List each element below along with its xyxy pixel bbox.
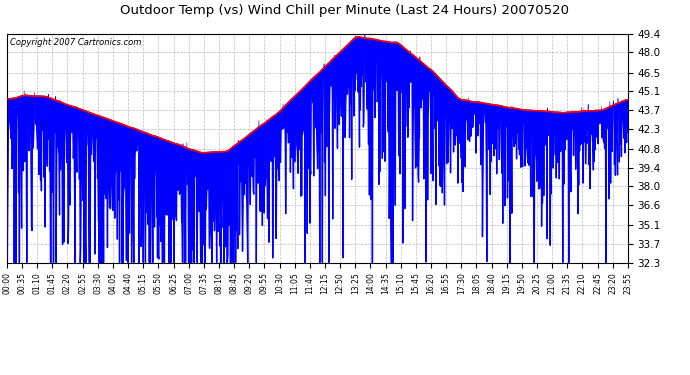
Text: Copyright 2007 Cartronics.com: Copyright 2007 Cartronics.com (10, 38, 141, 47)
Text: Outdoor Temp (vs) Wind Chill per Minute (Last 24 Hours) 20070520: Outdoor Temp (vs) Wind Chill per Minute … (121, 4, 569, 17)
